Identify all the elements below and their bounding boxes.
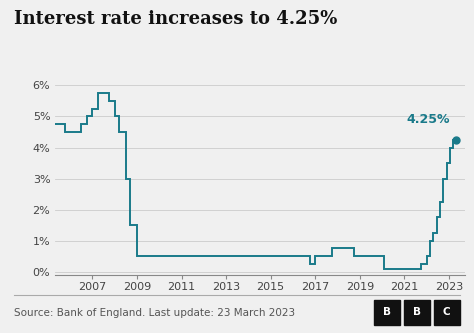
Text: B: B xyxy=(413,307,421,317)
Text: C: C xyxy=(443,307,451,317)
Text: 4.25%: 4.25% xyxy=(407,113,450,126)
Text: Source: Bank of England. Last update: 23 March 2023: Source: Bank of England. Last update: 23… xyxy=(14,308,295,318)
Text: B: B xyxy=(383,307,391,317)
Text: Interest rate increases to 4.25%: Interest rate increases to 4.25% xyxy=(14,10,337,28)
